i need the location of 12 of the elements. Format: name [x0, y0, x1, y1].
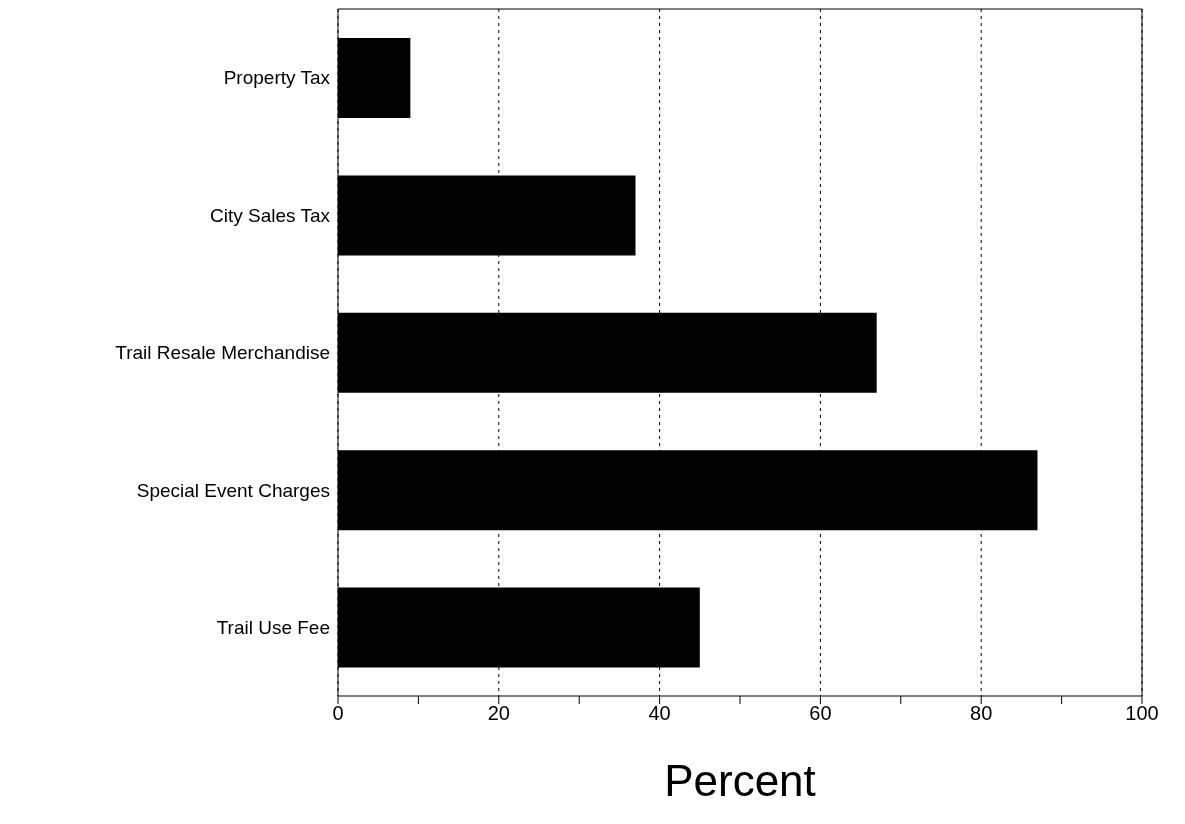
x-axis-title: Percent [664, 756, 816, 805]
y-tick-label: City Sales Tax [209, 204, 331, 226]
x-tick-label: 20 [487, 702, 510, 725]
y-tick-label: Trail Use Fee [216, 617, 330, 639]
x-tick-label: 60 [809, 702, 832, 725]
y-tick-label: Special Event Charges [136, 479, 330, 501]
x-tick-label: 100 [1125, 702, 1159, 725]
x-tick-label: 80 [970, 702, 993, 725]
y-tick-label: Property Tax [223, 67, 331, 89]
x-tick-label: 0 [332, 702, 344, 725]
y-tick-label: Trail Resale Merchandise [115, 342, 330, 364]
x-tick-label: 40 [648, 702, 671, 725]
